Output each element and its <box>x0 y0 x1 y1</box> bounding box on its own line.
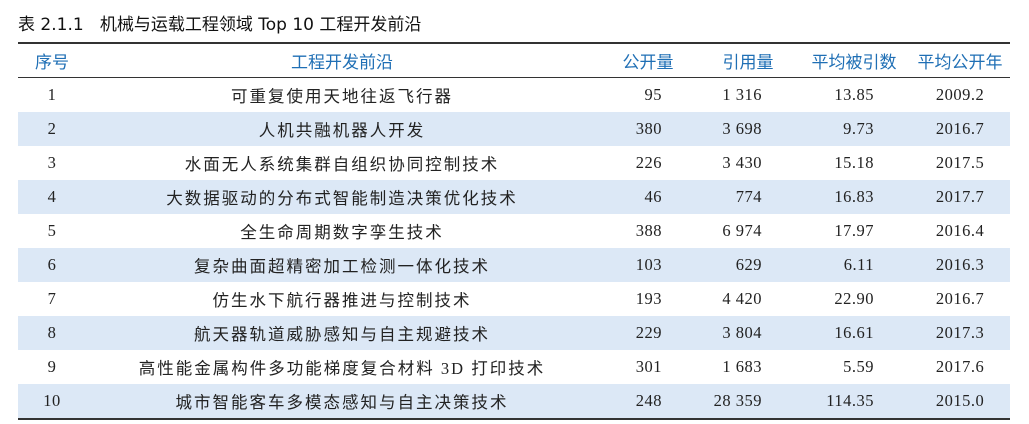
table-cell: 10 <box>43 391 61 410</box>
table-cell: 6 <box>47 255 57 274</box>
table-cell: 3 430 <box>722 153 762 172</box>
table-cell: 95 <box>644 85 662 104</box>
table-row: 7 仿生水下航行器推进与控制技术 193 4 420 22.90 2016.7 <box>18 282 1010 316</box>
table-cell: 复杂曲面超精密加工检测一体化技术 <box>194 257 490 276</box>
table-cell: 22.90 <box>834 289 874 308</box>
table-row: 9 高性能金属构件多功能梯度复合材料 3D 打印技术 301 1 683 5.59 201… <box>18 350 1010 384</box>
table-row: 3 水面无人系统集群自组织协同控制技术 226 3 430 15.18 2017.5 <box>18 146 1010 180</box>
table-cell: 193 <box>635 289 662 308</box>
table-cell: 可重复使用天地往返飞行器 <box>231 87 453 106</box>
table-row: 2 人机共融机器人开发 380 3 698 9.73 2016.7 <box>18 112 1010 146</box>
table-cell: 大数据驱动的分布式智能制造决策优化技术 <box>166 189 518 208</box>
table-cell: 388 <box>635 221 662 240</box>
table-cell: 4 420 <box>722 289 762 308</box>
table-cell: 9 <box>47 357 57 376</box>
table-cell: 5 <box>47 221 57 240</box>
table-cell: 水面无人系统集群自组织协同控制技术 <box>184 155 500 174</box>
table-cell: 7 <box>47 289 57 308</box>
table-title: 表 2.1.1 机械与运载工程领域 Top 10 工程开发前沿 <box>18 15 422 35</box>
table-cell: 5.59 <box>843 357 874 376</box>
table-cell: 2016.4 <box>935 221 985 240</box>
table-cell: 16.61 <box>834 323 874 342</box>
table-cell: 1 316 <box>722 85 762 104</box>
column-header: 引用量 <box>722 53 774 73</box>
table-cell: 103 <box>635 255 662 274</box>
header-row: 序号 工程开发前沿 公开量 引用量 平均被引数 平均公开年 <box>18 43 1010 78</box>
column-header: 平均公开年 <box>917 53 1003 73</box>
table-cell: 3 698 <box>722 119 762 138</box>
table-row: 10 城市智能客车多模态感知与自主决策技术 248 28 359 114.35 2015.… <box>18 384 1010 419</box>
table-cell: 17.97 <box>834 221 874 240</box>
table-cell: 1 <box>47 85 57 104</box>
table-cell: 1 683 <box>722 357 762 376</box>
table-cell: 3 <box>47 153 57 172</box>
table: 序号 工程开发前沿 公开量 引用量 平均被引数 平均公开年 1 可重复使用天地往返飞行器 95… <box>18 42 1010 420</box>
table-cell: 高性能金属构件多功能梯度复合材料 3D 打印技术 <box>138 359 546 378</box>
table-cell: 16.83 <box>834 187 874 206</box>
table-cell: 3 804 <box>722 323 762 342</box>
table-row: 5 全生命周期数字孪生技术 388 6 974 17.97 2016.4 <box>18 214 1010 248</box>
table-row: 6 复杂曲面超精密加工检测一体化技术 103 629 6.11 2016.3 <box>18 248 1010 282</box>
table-cell: 2017.3 <box>935 323 985 342</box>
table-cell: 城市智能客车多模态感知与自主决策技术 <box>175 393 509 412</box>
table-cell: 4 <box>47 187 57 206</box>
table-cell: 全生命周期数字孪生技术 <box>240 223 444 242</box>
table-cell: 380 <box>635 119 662 138</box>
table-cell: 2017.5 <box>935 153 985 172</box>
table-cell: 仿生水下航行器推进与控制技术 <box>212 291 472 310</box>
table-cell: 28 359 <box>713 391 762 410</box>
table-cell: 15.18 <box>834 153 874 172</box>
column-header: 公开量 <box>622 53 674 73</box>
table-row: 4 大数据驱动的分布式智能制造决策优化技术 46 774 16.83 2017.7 <box>18 180 1010 214</box>
table-cell: 2 <box>47 119 57 138</box>
table-cell: 9.73 <box>843 119 874 138</box>
table-cell: 46 <box>644 187 662 206</box>
table-cell: 226 <box>635 153 662 172</box>
table-cell: 248 <box>635 391 662 410</box>
column-header: 平均被引数 <box>811 53 897 73</box>
table-cell: 629 <box>735 255 762 274</box>
table-cell: 6 974 <box>722 221 762 240</box>
table-cell: 8 <box>47 323 57 342</box>
table-cell: 2017.6 <box>935 357 985 376</box>
table-cell: 774 <box>735 187 762 206</box>
table-cell: 2016.7 <box>935 119 985 138</box>
table-cell: 114.35 <box>826 391 874 410</box>
table-cell: 2017.7 <box>935 187 985 206</box>
table-cell: 人机共融机器人开发 <box>258 121 426 140</box>
table-cell: 2015.0 <box>935 391 985 410</box>
table-cell: 6.11 <box>843 255 874 274</box>
table-cell: 2016.7 <box>935 289 985 308</box>
table-cell: 301 <box>635 357 662 376</box>
column-header: 序号 <box>35 53 69 73</box>
column-header: 工程开发前沿 <box>291 53 393 73</box>
table-row: 1 可重复使用天地往返飞行器 95 1 316 13.85 2009.2 <box>18 78 1010 113</box>
table-body: 1 可重复使用天地往返飞行器 95 1 316 13.85 2009.2 2 人机共融机器人开… <box>18 78 1010 419</box>
table-row: 8 航天器轨道威胁感知与自主规避技术 229 3 804 16.61 2017.3 <box>18 316 1010 350</box>
table-cell: 13.85 <box>834 85 874 104</box>
table-cell: 2016.3 <box>935 255 985 274</box>
table-cell: 航天器轨道威胁感知与自主规避技术 <box>194 325 490 344</box>
table-cell: 2009.2 <box>935 85 985 104</box>
table-cell: 229 <box>635 323 662 342</box>
